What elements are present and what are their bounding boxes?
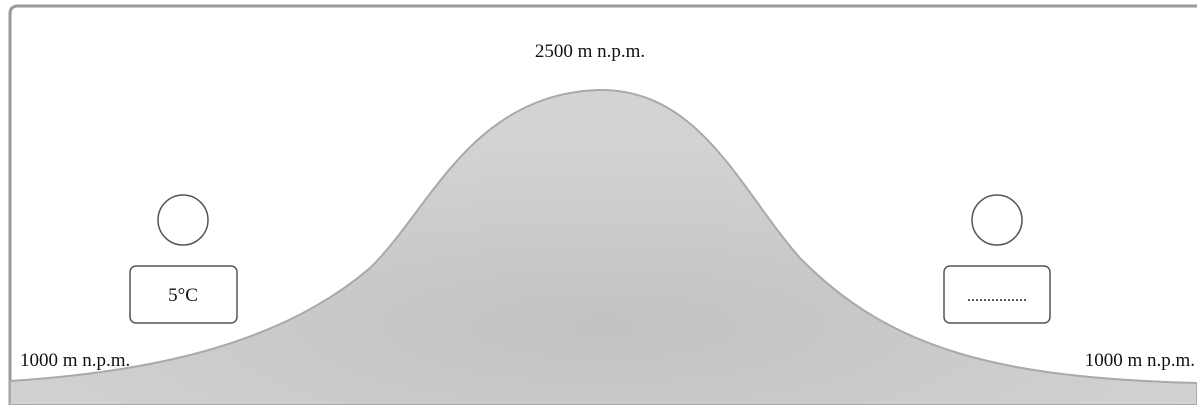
- left-station-temperature: 5°C: [168, 285, 198, 306]
- mountain-shape: [9, 88, 1197, 405]
- left-station-box: [129, 265, 238, 324]
- right-station-box: [943, 265, 1051, 324]
- diagram-frame: [8, 4, 1197, 405]
- left-base-altitude-label: 1000 m n.p.m.: [20, 350, 130, 371]
- right-base-altitude-label: 1000 m n.p.m.: [1085, 350, 1195, 371]
- peak-altitude-label: 2500 m n.p.m.: [535, 41, 645, 62]
- left-station-circle: [157, 194, 209, 246]
- right-station-temperature: ...............: [967, 288, 1027, 305]
- right-station-circle: [971, 194, 1023, 246]
